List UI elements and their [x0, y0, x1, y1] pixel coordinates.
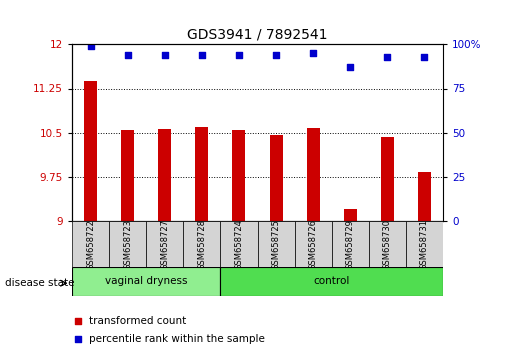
Bar [295, 221, 332, 267]
Point [161, 52, 169, 58]
Bar [232, 130, 246, 221]
Bar [306, 128, 320, 221]
Bar [72, 267, 220, 296]
Bar [183, 221, 220, 267]
Bar [109, 221, 146, 267]
Text: GSM658722: GSM658722 [86, 219, 95, 270]
Title: GDS3941 / 7892541: GDS3941 / 7892541 [187, 28, 328, 42]
Bar [381, 137, 394, 221]
Point [420, 54, 428, 59]
Bar [220, 267, 443, 296]
Text: vaginal dryness: vaginal dryness [105, 276, 187, 286]
Text: GSM658730: GSM658730 [383, 219, 392, 270]
Bar [72, 221, 109, 267]
Bar [158, 129, 171, 221]
Bar [146, 221, 183, 267]
Point [198, 52, 206, 58]
Point [87, 43, 95, 49]
Point [74, 319, 82, 324]
Bar [418, 172, 431, 221]
Text: GSM658729: GSM658729 [346, 219, 355, 270]
Point [346, 64, 354, 70]
Point [235, 52, 243, 58]
Bar [344, 210, 357, 221]
Text: disease state: disease state [5, 278, 75, 288]
Text: percentile rank within the sample: percentile rank within the sample [89, 334, 265, 344]
Text: GSM658728: GSM658728 [197, 219, 207, 270]
Point [309, 50, 317, 56]
Point [74, 336, 82, 342]
Bar [220, 221, 258, 267]
Text: GSM658725: GSM658725 [271, 219, 281, 270]
Bar [332, 221, 369, 267]
Point [383, 54, 391, 59]
Bar [84, 81, 97, 221]
Text: control: control [314, 276, 350, 286]
Text: GSM658724: GSM658724 [234, 219, 244, 270]
Bar [269, 135, 283, 221]
Text: transformed count: transformed count [89, 316, 186, 326]
Point [272, 52, 280, 58]
Text: GSM658723: GSM658723 [123, 219, 132, 270]
Bar [258, 221, 295, 267]
Bar [369, 221, 406, 267]
Bar [121, 130, 134, 221]
Text: GSM658726: GSM658726 [308, 219, 318, 270]
Text: GSM658731: GSM658731 [420, 219, 429, 270]
Bar [406, 221, 443, 267]
Bar [195, 127, 209, 221]
Text: GSM658727: GSM658727 [160, 219, 169, 270]
Point [124, 52, 132, 58]
